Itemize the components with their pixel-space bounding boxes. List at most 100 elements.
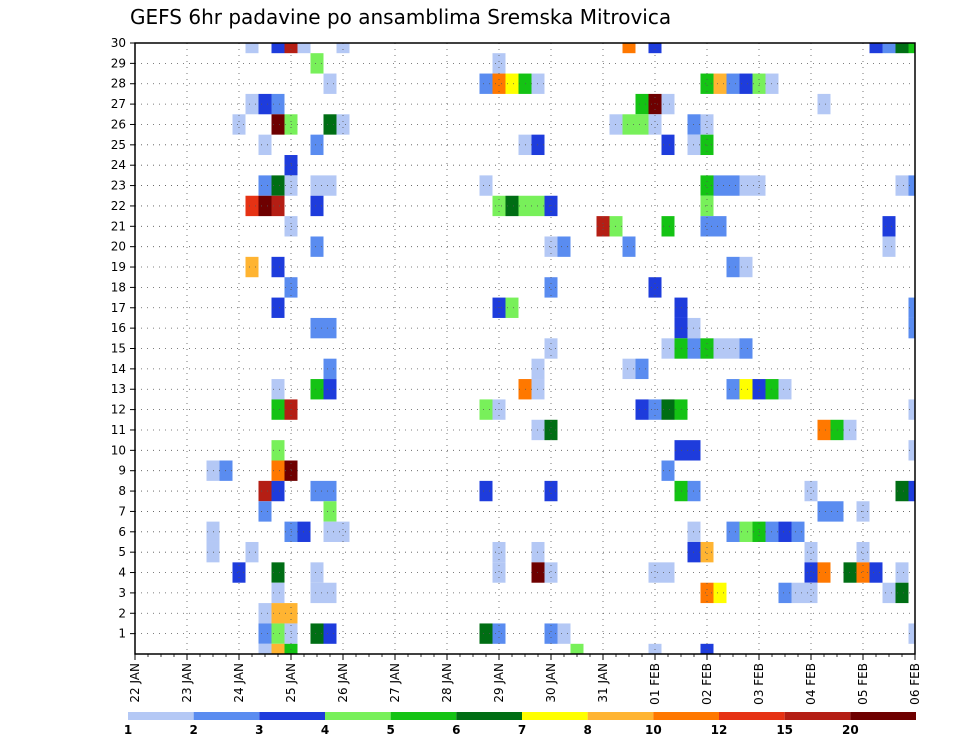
y-tick-label: 28: [111, 77, 126, 91]
y-tick-label: 9: [118, 464, 126, 478]
heatmap-cell: [648, 562, 662, 583]
heatmap-cell: [310, 623, 324, 644]
heatmap-cell: [479, 623, 493, 644]
heatmap-cell: [258, 195, 272, 217]
heatmap-cell: [245, 541, 259, 563]
heatmap-cell: [700, 643, 714, 654]
heatmap-cell: [232, 114, 246, 135]
heatmap-cell: [336, 521, 350, 542]
heatmap-cell: [700, 134, 714, 156]
y-tick-label: 15: [111, 342, 126, 356]
heatmap-cell: [245, 93, 259, 115]
heatmap-cell: [284, 643, 298, 654]
heatmap-cell: [310, 134, 324, 156]
heatmap-cell: [557, 623, 571, 644]
heatmap-cell: [700, 582, 714, 604]
heatmap-cell: [778, 521, 792, 542]
legend-label: 10: [645, 723, 662, 737]
legend-label: 3: [255, 723, 263, 737]
x-tick-label: 30 JAN: [544, 663, 558, 703]
heatmap-cell: [713, 175, 727, 196]
heatmap-cell: [895, 43, 909, 54]
x-tick-label: 22 JAN: [128, 663, 142, 703]
y-tick-label: 27: [111, 97, 126, 111]
heatmap-cell: [258, 623, 272, 644]
heatmap-cell: [310, 582, 324, 604]
heatmap-cell: [479, 399, 493, 420]
y-tick-label: 12: [111, 403, 126, 417]
legend-swatch: [128, 712, 194, 720]
heatmap-cell: [245, 195, 259, 217]
heatmap-cell: [622, 358, 636, 380]
heatmap-cell: [869, 43, 883, 54]
heatmap-cell: [648, 43, 662, 54]
heatmap-cell: [271, 297, 285, 318]
legend-swatch: [325, 712, 391, 720]
x-tick-label: 25 JAN: [284, 663, 298, 703]
heatmap-cell: [323, 73, 337, 94]
heatmap-cell: [713, 338, 727, 359]
legend-swatch: [390, 712, 457, 720]
y-tick-label: 25: [111, 138, 126, 152]
y-tick-label: 13: [111, 382, 126, 396]
heatmap-cell: [895, 480, 909, 502]
heatmap-cell: [635, 114, 649, 135]
heatmap-cell: [648, 277, 662, 298]
heatmap-cell: [908, 623, 915, 644]
heatmap-cell: [557, 236, 571, 257]
heatmap-cell: [544, 623, 558, 644]
heatmap-cell: [310, 175, 324, 196]
heatmap-cell: [544, 562, 558, 583]
legend-swatch: [259, 712, 325, 720]
heatmap-cell: [336, 114, 350, 135]
y-tick-label: 4: [118, 566, 126, 580]
y-tick-label: 11: [111, 423, 126, 437]
heatmap-cell: [661, 399, 675, 420]
heatmap-cell: [323, 501, 337, 522]
heatmap-cell: [648, 93, 662, 115]
heatmap-cell: [726, 379, 740, 400]
heatmap-cell: [739, 175, 753, 196]
x-tick-label: 27 JAN: [388, 663, 402, 703]
heatmap-cell: [700, 541, 714, 563]
legend-swatch: [850, 712, 916, 720]
heatmap-cell: [739, 521, 753, 542]
heatmap-cell: [726, 73, 740, 94]
y-tick-label: 7: [118, 504, 126, 518]
heatmap-cell: [882, 216, 896, 237]
heatmap-cell: [544, 419, 558, 441]
x-tick-label: 02 FEB: [700, 663, 714, 705]
legend-label: 1: [124, 723, 132, 737]
heatmap-cell: [700, 216, 714, 237]
x-tick-label: 26 JAN: [336, 663, 350, 703]
heatmap-cell: [336, 43, 350, 54]
heatmap-cell: [544, 480, 558, 502]
legend-label: 2: [189, 723, 197, 737]
heatmap-cell: [817, 93, 831, 115]
heatmap-cell: [908, 297, 915, 318]
legend-swatch: [522, 712, 588, 720]
heatmap-cell: [739, 256, 753, 278]
heatmap-cell: [648, 114, 662, 135]
legend: 1 2 3 4 5 6 7 8 10 12 15 20: [124, 712, 916, 737]
legend-swatch: [719, 712, 785, 720]
x-tick-label: 24 JAN: [232, 663, 246, 703]
y-tick-label: 29: [111, 56, 126, 70]
heatmap-cell: [323, 623, 337, 644]
heatmap-cell: [271, 460, 285, 481]
legend-swatch: [193, 712, 260, 720]
heatmap-cell: [310, 53, 324, 74]
heatmap-cell: [791, 582, 805, 604]
x-tick-label: 05 FEB: [856, 663, 870, 705]
heatmap-cell: [635, 399, 649, 420]
heatmap-cell: [908, 440, 915, 461]
heatmap-cell: [505, 73, 519, 94]
heatmap-cell: [544, 338, 558, 359]
heatmap-cell: [635, 93, 649, 115]
legend-swatch: [456, 712, 522, 720]
heatmap-cell: [271, 114, 285, 135]
heatmap-cell: [323, 358, 337, 380]
heatmap-cell: [323, 521, 337, 542]
legend-swatch: [784, 712, 851, 720]
heatmap-cell: [804, 480, 818, 502]
